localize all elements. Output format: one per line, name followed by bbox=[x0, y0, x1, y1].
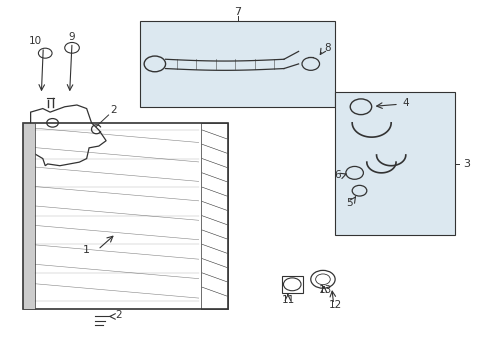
Bar bbox=[24, 123, 228, 309]
Bar bbox=[282, 276, 303, 293]
Text: 8: 8 bbox=[324, 43, 331, 53]
Text: 3: 3 bbox=[463, 159, 470, 169]
FancyBboxPatch shape bbox=[140, 21, 335, 107]
Text: 10: 10 bbox=[29, 36, 42, 46]
Text: 7: 7 bbox=[234, 7, 241, 17]
Text: 2: 2 bbox=[110, 105, 117, 115]
Text: 2: 2 bbox=[115, 310, 122, 320]
Text: 1: 1 bbox=[83, 245, 90, 255]
Text: 11: 11 bbox=[282, 295, 295, 305]
Text: 5: 5 bbox=[346, 198, 353, 208]
Text: 6: 6 bbox=[334, 170, 341, 180]
Bar bbox=[201, 123, 228, 309]
Text: 9: 9 bbox=[69, 32, 75, 42]
Text: 12: 12 bbox=[328, 300, 342, 310]
Text: 4: 4 bbox=[402, 98, 409, 108]
Bar bbox=[24, 123, 35, 309]
FancyBboxPatch shape bbox=[335, 93, 455, 235]
Text: 13: 13 bbox=[319, 285, 332, 295]
